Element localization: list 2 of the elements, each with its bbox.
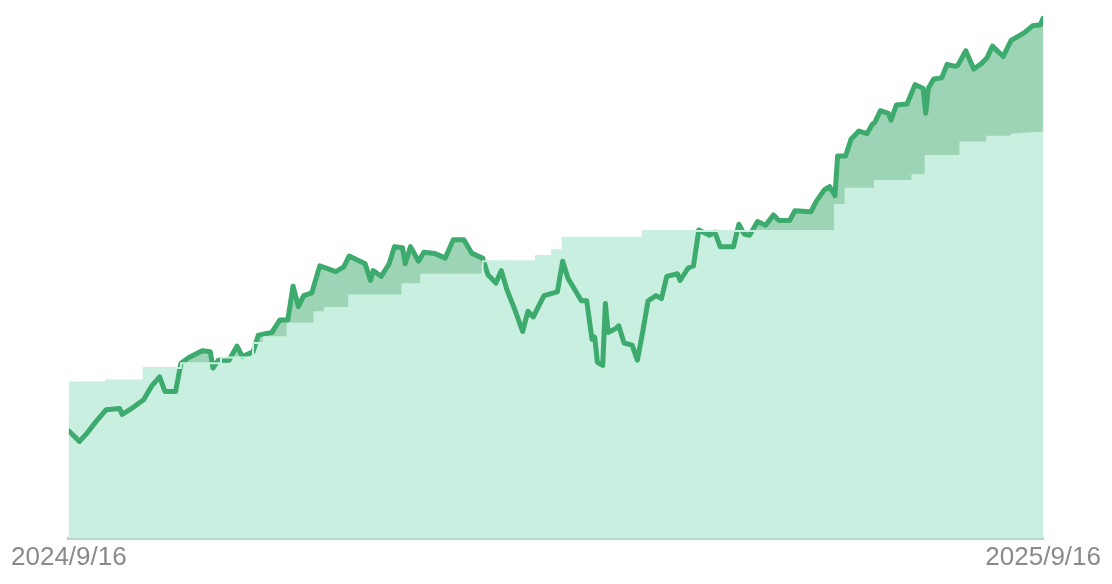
x-tick-label: 2024/9/16: [11, 540, 127, 571]
x-tick-label: 2025/9/16: [985, 540, 1101, 571]
